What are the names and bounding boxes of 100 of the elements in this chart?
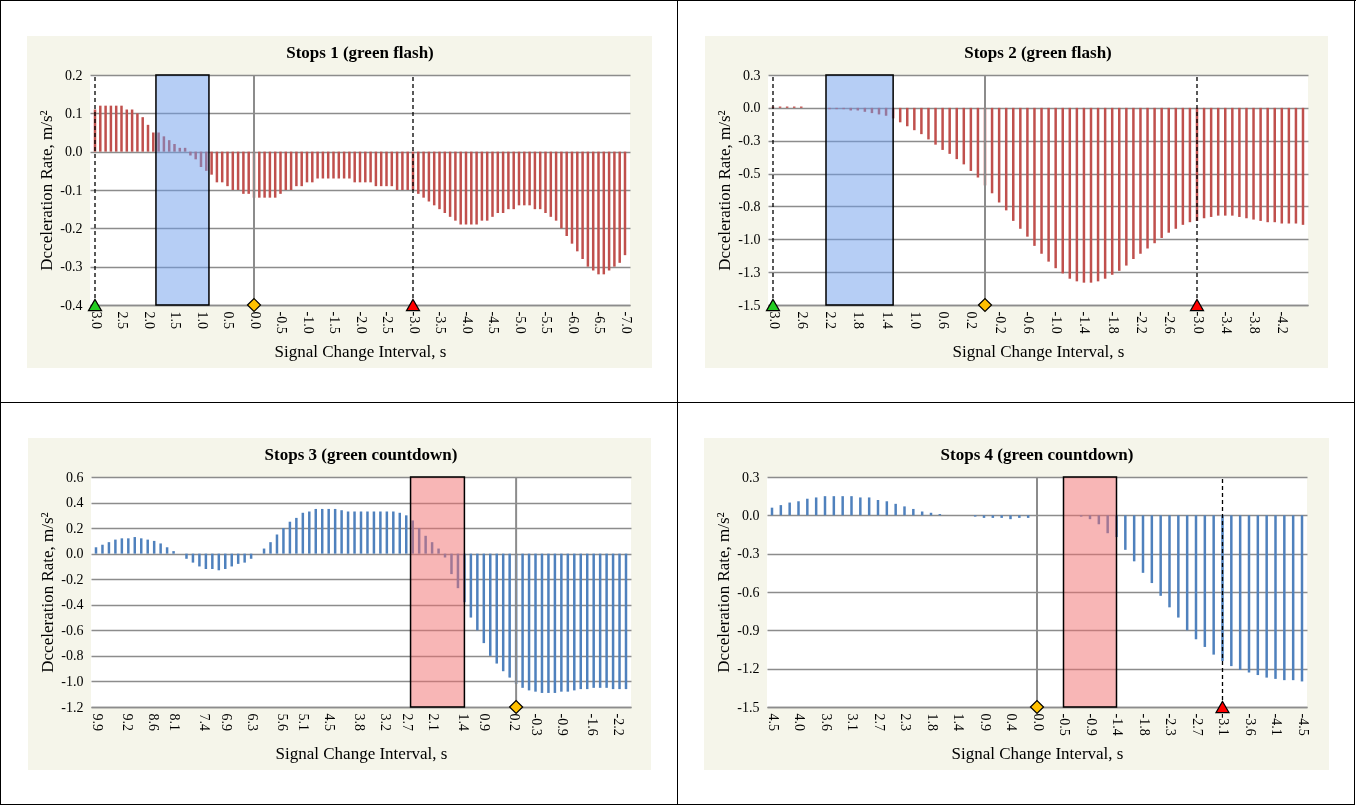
x-tick-label: 1.0 [907, 311, 923, 329]
x-tick-label: -1.8 [1136, 713, 1151, 736]
x-tick-label: -3.0 [1190, 311, 1205, 334]
x-tick-label: 7.4 [196, 713, 212, 731]
x-tick-label: -4.5 [485, 311, 501, 334]
x-tick-label: -1.4 [1076, 311, 1092, 334]
y-tick-label: 0.0 [64, 143, 82, 159]
x-tick-label: -3.0 [406, 311, 421, 334]
x-tick-label: 2.7 [399, 713, 415, 731]
x-tick-label: -3.5 [432, 311, 448, 334]
x-tick-label: 0.2 [506, 713, 522, 731]
x-tick-label: 8.6 [145, 713, 161, 731]
x-tick-label: 8.1 [166, 713, 182, 731]
x-tick-label: -2.2 [1133, 311, 1149, 334]
x-axis-title: Signal Change Interval, s [952, 341, 1124, 361]
x-axis-title: Signal Change Interval, s [275, 743, 447, 763]
x-axis-title: Signal Change Interval, s [274, 341, 446, 361]
x-tick-label: -2.7 [1189, 713, 1204, 736]
x-tick-label: 1.8 [850, 311, 866, 329]
x-tick-label: -6.5 [591, 311, 607, 334]
x-tick-label: 0.0 [247, 311, 262, 329]
x-tick-label: 2.2 [822, 311, 838, 329]
y-tick-label: 0.4 [65, 494, 83, 510]
x-tick-label: -4.0 [459, 311, 474, 334]
x-tick-label: 4.0 [791, 713, 807, 731]
y-tick-label: -0.1 [59, 182, 82, 197]
x-tick-label: -5.5 [538, 311, 554, 334]
x-tick-label: -0.5 [1056, 713, 1072, 736]
x-tick-label: 0.9 [977, 713, 992, 731]
x-tick-label: -4.2 [1274, 311, 1290, 334]
chart-title: Stops 4 (green countdown) [940, 444, 1133, 464]
y-tick-label: -1.0 [60, 673, 83, 689]
y-tick-label: -1.2 [60, 699, 83, 714]
x-tick-label: 9.9 [89, 713, 104, 731]
x-tick-label: 5.1 [295, 713, 311, 731]
x-tick-label: -3.4 [1218, 311, 1234, 334]
x-tick-label: -7.0 [618, 311, 633, 334]
x-tick-label: 1.4 [950, 713, 966, 731]
x-tick-label: 0.5 [220, 311, 236, 329]
x-tick-label: -4.1 [1268, 713, 1284, 736]
x-tick-label: 2.3 [897, 713, 913, 731]
y-tick-label: 0.2 [65, 520, 83, 536]
y-tick-label: -0.4 [59, 297, 82, 312]
x-tick-label: -0.3 [528, 713, 544, 736]
x-tick-label: 1.4 [879, 311, 895, 329]
x-tick-label: -1.4 [1109, 713, 1125, 736]
x-tick-label: -1.5 [326, 311, 342, 334]
y-tick-label: -1.3 [737, 264, 760, 280]
x-tick-label: -1.0 [300, 311, 315, 334]
y-tick-label: 0.2 [64, 67, 82, 82]
y-tick-label: 0.6 [65, 469, 83, 484]
y-tick-label: 0.0 [742, 99, 760, 115]
x-tick-label: 3.2 [377, 713, 393, 731]
chart-title: Stops 3 (green countdown) [264, 444, 457, 464]
x-tick-label: -0.9 [554, 713, 570, 736]
y-tick-label: -0.4 [60, 596, 83, 612]
chart-title: Stops 2 (green flash) [963, 42, 1112, 62]
x-tick-label: 1.8 [924, 713, 939, 731]
y-tick-label: -0.8 [60, 647, 83, 663]
y-tick-label: -0.5 [737, 165, 760, 181]
y-tick-label: -1.2 [736, 660, 759, 676]
y-tick-label: 0.3 [742, 67, 760, 82]
x-tick-label: -1.0 [1048, 311, 1064, 334]
x-tick-label: 1.4 [455, 713, 471, 731]
x-tick-label: 1.0 [194, 311, 209, 329]
y-tick-label: -0.3 [59, 258, 82, 274]
y-tick-label: 0.1 [64, 105, 82, 121]
x-tick-label: 0.0 [1030, 713, 1045, 731]
y-tick-label: -0.6 [736, 584, 759, 599]
x-tick-label: 4.5 [765, 713, 780, 731]
x-tick-label: 2.5 [114, 311, 130, 329]
x-tick-label: 3.6 [818, 713, 833, 731]
x-tick-label: 3.0 [88, 311, 103, 329]
x-tick-label: 6.9 [218, 713, 234, 731]
x-tick-label: 3.8 [351, 713, 367, 731]
chart-title: Stops 1 (green flash) [285, 42, 434, 62]
y-tick-label: -1.5 [737, 297, 760, 312]
x-tick-label: -2.2 [610, 713, 626, 736]
y-tick-label: -0.8 [737, 198, 760, 214]
y-tick-label: 0.0 [741, 507, 759, 523]
x-tick-label: -5.0 [512, 311, 527, 334]
x-tick-label: -1.6 [584, 713, 600, 736]
x-tick-label: 2.6 [794, 311, 810, 329]
x-tick-label: -0.6 [1020, 311, 1036, 334]
x-tick-label: -0.5 [273, 311, 289, 334]
y-axis-title: Dcceleration Rate, m/s² [37, 511, 57, 673]
x-tick-label: -0.9 [1083, 713, 1098, 736]
y-tick-label: -0.2 [59, 220, 82, 236]
x-tick-label: 5.6 [274, 713, 290, 731]
x-tick-label: -3.6 [1242, 713, 1257, 736]
x-tick-label: 2.1 [425, 713, 441, 731]
y-tick-label: -0.3 [736, 545, 759, 561]
x-tick-label: -1.8 [1105, 311, 1121, 334]
x-tick-label: -0.2 [992, 311, 1008, 334]
x-tick-label: -2.0 [353, 311, 368, 334]
y-tick-label: 0.3 [741, 469, 759, 484]
x-tick-label: 3.1 [844, 713, 860, 731]
x-tick-label: 2.7 [871, 713, 886, 731]
x-tick-label: -2.6 [1161, 311, 1177, 334]
x-tick-label: 4.5 [321, 713, 337, 731]
